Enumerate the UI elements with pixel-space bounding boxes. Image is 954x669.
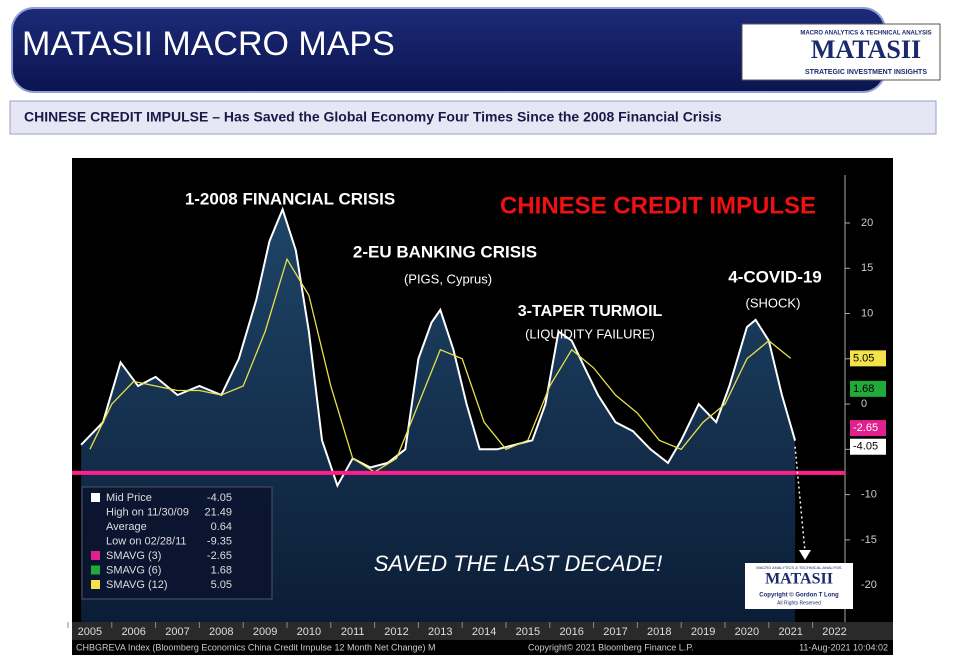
subtitle-band [9, 100, 937, 135]
last-value-label: -2.65 [853, 422, 878, 434]
annotation: (LIQUIDITY FAILURE) [525, 326, 655, 341]
last-value-label: 5.05 [853, 352, 874, 364]
x-tick-label: 2006 [121, 626, 145, 638]
x-tick-label: 2022 [822, 626, 846, 638]
stamp-line: Copyright © Gordon T Long [759, 592, 839, 599]
stamp-name: MATASII [765, 571, 833, 588]
legend-value: -9.35 [207, 535, 232, 547]
x-tick-label: 2017 [603, 626, 627, 638]
last-value-box [850, 438, 886, 455]
legend-label: SMAVG (12) [106, 579, 168, 591]
x-tick-label: 2010 [297, 626, 321, 638]
x-tick-label: 2011 [341, 626, 365, 638]
annotation: (SHOCK) [746, 295, 801, 310]
x-tick-label: 2007 [165, 626, 189, 638]
annotation: 2-EU BANKING CRISIS [353, 242, 537, 261]
x-tick-label: 2013 [428, 626, 452, 638]
logo-tagline: MACRO ANALYTICS & TECHNICAL ANALYSIS [800, 31, 931, 37]
footer-copyright: Copyright© 2021 Bloomberg Finance L.P. [528, 642, 694, 652]
x-tick-label: 2009 [253, 626, 277, 638]
logo-name: MATASII [811, 35, 921, 64]
logo [741, 23, 941, 81]
footer-source: CHBGREVA Index (Bloomberg Economics Chin… [76, 642, 436, 652]
y-tick-label: -20 [861, 579, 877, 591]
stamp-line: MACRO ANALYTICS & TECHNICAL ANALYSIS [756, 565, 842, 570]
annotation: (PIGS, Cyprus) [404, 271, 492, 286]
x-tick-label: 2020 [735, 626, 759, 638]
last-value-box [850, 350, 886, 367]
y-tick-label: 15 [861, 262, 873, 274]
x-tick-label: 2012 [384, 626, 408, 638]
arrow-head [799, 550, 811, 560]
annotation: SAVED THE LAST DECADE! [374, 551, 663, 576]
stamp-line: All Rights Reserved [777, 600, 821, 606]
legend-label: Average [106, 521, 147, 533]
x-tick-label: 2016 [559, 626, 583, 638]
annotation: 3-TAPER TURMOIL [518, 303, 663, 320]
legend-label: Low on 02/28/11 [106, 535, 187, 547]
legend-swatch [91, 565, 100, 575]
footer-time: 11-Aug-2021 10:04:02 [799, 642, 888, 652]
legend-value: 5.05 [211, 579, 232, 591]
x-tick-label: 2008 [209, 626, 233, 638]
last-value-label: -4.05 [853, 441, 878, 453]
y-tick-label: 10 [861, 307, 873, 319]
legend-swatch [91, 551, 100, 560]
line [89, 257, 792, 473]
legend-label: SMAVG (6) [106, 564, 161, 576]
legend-swatch [91, 493, 100, 502]
legend-label: Mid Price [106, 492, 152, 504]
x-tick-label: 2018 [647, 626, 671, 638]
legend-label: High on 11/30/09 [106, 506, 189, 518]
y-tick-label: -10 [861, 489, 877, 501]
x-tick-label: 2021 [778, 626, 802, 638]
legend-value: -4.05 [207, 492, 232, 504]
y-tick-label: -15 [861, 534, 877, 546]
legend-value: -2.65 [207, 550, 232, 562]
x-tick-label: 2005 [78, 626, 102, 638]
legend-box [81, 486, 273, 600]
legend-value: 1.68 [211, 564, 232, 576]
legend-label: SMAVG (3) [106, 550, 161, 562]
x-tick-label: 2014 [472, 626, 496, 638]
logo-motto: STRATEGIC INVESTMENT INSIGHTS [805, 69, 927, 76]
x-axis-band [72, 622, 893, 640]
legend-value: 0.64 [211, 521, 232, 533]
stamp [745, 563, 853, 609]
y-tick-label: 20 [861, 217, 873, 229]
annotation: 4-COVID-19 [728, 267, 822, 286]
page-title: MATASII MACRO MAPS [22, 25, 395, 63]
last-value-label: 1.68 [853, 383, 874, 395]
legend-swatch [91, 580, 100, 589]
x-tick-label: 2015 [516, 626, 540, 638]
x-tick-label: 2019 [691, 626, 715, 638]
y-tick-label: 0 [861, 398, 867, 410]
subtitle: CHINESE CREDIT IMPULSE – Has Saved the G… [24, 109, 722, 125]
legend-value: 21.49 [204, 506, 232, 518]
last-value-box [850, 380, 886, 397]
last-value-box [850, 420, 886, 437]
line [80, 206, 797, 489]
annotation: 1-2008 FINANCIAL CRISIS [185, 189, 395, 208]
chart-title: CHINESE CREDIT IMPULSE [500, 192, 816, 219]
